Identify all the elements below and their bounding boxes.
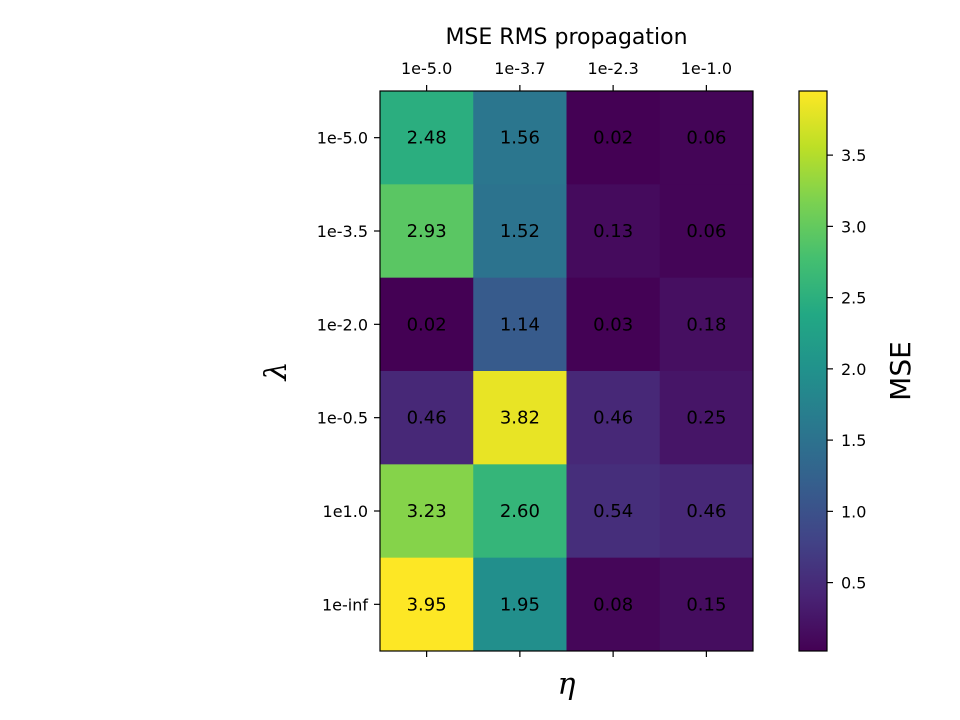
colorbar-tick-label: 2.0 [841, 360, 866, 379]
heatmap-cell [473, 464, 567, 559]
cell-value: 3.23 [407, 501, 447, 522]
cell-value: 0.54 [593, 501, 633, 522]
colorbar-tick-label: 2.5 [841, 289, 866, 308]
cell-value: 3.82 [500, 408, 540, 429]
cell-value: 1.56 [500, 128, 540, 149]
x-tick-label: 1e-3.7 [494, 59, 545, 78]
y-tick-label: 1e-0.5 [317, 409, 368, 428]
x-axis-label: η [558, 667, 576, 702]
colorbar-tick-label: 3.0 [841, 217, 866, 236]
cell-value: 0.25 [686, 408, 726, 429]
y-axis-ticks: 1e-5.0 1e-3.5 1e-2.0 1e-0.5 1e1.0 1e-inf [317, 129, 380, 614]
plot-frame [379, 90, 754, 652]
heatmap-cell [380, 371, 474, 465]
cell-value: 2.48 [407, 128, 447, 149]
heatmap-cell [473, 91, 567, 185]
y-tick-label: 1e1.0 [323, 502, 368, 521]
heatmap-cell [380, 91, 474, 185]
y-tick-label: 1e-3.5 [317, 222, 368, 241]
heatmap-cell [380, 557, 474, 652]
x-tick-label: 1e-5.0 [401, 59, 452, 78]
y-tick-label: 1e-5.0 [317, 129, 368, 148]
heatmap-cell [659, 371, 754, 465]
cell-value: 2.60 [500, 501, 540, 522]
colorbar-ticks: 0.5 1.0 1.5 2.0 2.5 3.0 3.5 [827, 146, 866, 593]
x-tick-label: 1e-1.0 [681, 59, 732, 78]
cell-value: 0.46 [407, 408, 447, 429]
cell-value-labels: 2.48 1.56 0.02 0.06 2.93 1.52 0.13 0.06 0.02 1.14… [407, 128, 727, 616]
x-axis-ticks: 1e-5.0 1e-3.7 1e-2.3 1e-1.0 [401, 59, 732, 657]
heatmap-cell [566, 277, 661, 372]
y-axis-label: λ [259, 361, 294, 381]
cell-value: 3.95 [407, 594, 447, 615]
colorbar [798, 90, 828, 652]
colorbar-tick-label: 3.5 [841, 146, 866, 165]
cell-value: 2.93 [407, 221, 447, 242]
cell-value: 0.15 [686, 594, 726, 615]
chart-title: MSE RMS propagation [445, 25, 687, 50]
heatmap-cell [659, 464, 754, 559]
cell-value: 0.02 [407, 314, 447, 335]
heatmap-cell [566, 91, 661, 185]
heatmap-cell [566, 557, 661, 652]
cell-value: 0.18 [686, 314, 726, 335]
heatmap-cell [566, 184, 661, 279]
colorbar-tick-label: 1.0 [841, 502, 866, 521]
colorbar-tick-label: 1.5 [841, 431, 866, 450]
heatmap-cell [659, 91, 754, 185]
heatmap-cell [473, 277, 567, 372]
heatmap-cell [659, 184, 754, 279]
heatmap-cell [473, 371, 567, 465]
colorbar-tick-label: 0.5 [841, 574, 866, 593]
cell-value: 0.08 [593, 594, 633, 615]
cell-value: 0.06 [686, 128, 726, 149]
x-tick-label: 1e-2.3 [588, 59, 639, 78]
heatmap-cell [473, 184, 567, 279]
cell-value: 0.13 [593, 221, 633, 242]
heatmap-cell [659, 277, 754, 372]
cell-value: 1.95 [500, 594, 540, 615]
cell-value: 1.14 [500, 314, 540, 335]
y-tick-label: 1e-inf [322, 595, 368, 614]
heatmap-cell [566, 464, 661, 559]
y-tick-label: 1e-2.0 [317, 315, 368, 334]
cell-value: 0.03 [593, 314, 633, 335]
cell-value: 0.46 [686, 501, 726, 522]
heatmap-cell [659, 557, 754, 652]
cell-value: 0.02 [593, 128, 633, 149]
heatmap-cell [380, 464, 474, 559]
colorbar-label: MSE [884, 341, 917, 401]
heatmap-cells [380, 91, 754, 652]
cell-value: 0.06 [686, 221, 726, 242]
heatmap-cell [566, 371, 661, 465]
heatmap-cell [380, 277, 474, 372]
cell-value: 1.52 [500, 221, 540, 242]
heatmap-cell [473, 557, 567, 652]
heatmap-cell [380, 184, 474, 279]
cell-value: 0.46 [593, 408, 633, 429]
